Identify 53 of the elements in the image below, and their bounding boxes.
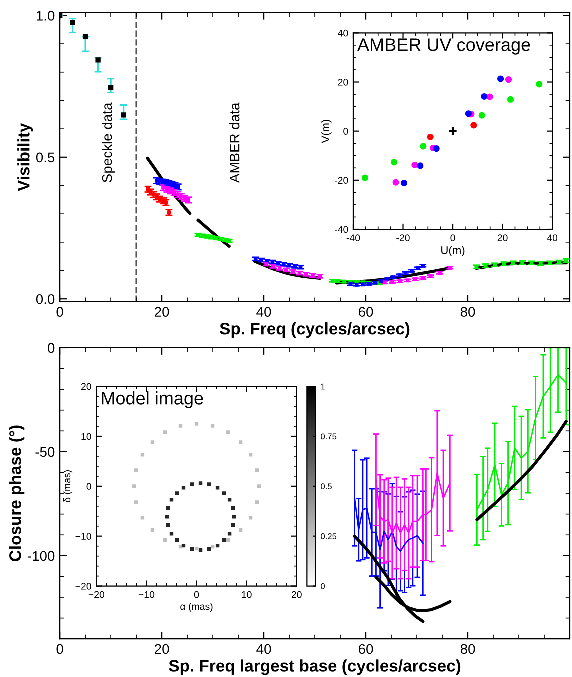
annotation: Speckle data (102, 102, 115, 182)
y-axis-title: Closure phase (°) (9, 426, 25, 562)
color-bar-label: 0.5 (321, 484, 332, 490)
color-bar-label: 0.75 (321, 434, 337, 440)
x-tick-label: −10 (138, 591, 155, 598)
y-tick-label: −10 (76, 533, 92, 540)
x-tick-label: 10 (242, 591, 252, 598)
y-axis-title: δ (mas) (63, 470, 73, 502)
x-tick-label: 20 (155, 307, 170, 318)
y-axis-title: V(m) (321, 120, 332, 144)
color-bar-label: 0 (321, 583, 326, 590)
x-tick-label: 40 (547, 234, 558, 242)
x-tick-label: -20 (396, 234, 410, 242)
x-tick-label: 80 (460, 644, 476, 654)
x-tick-label: 40 (256, 644, 272, 654)
y-tick-label: 0 (344, 128, 348, 135)
y-tick-label: 0 (48, 343, 55, 354)
y-tick-label: 0.0 (36, 294, 55, 304)
y-tick-label: 0.5 (36, 152, 55, 163)
x-tick-label: 20 (498, 234, 508, 242)
x-tick-label: 20 (155, 644, 170, 654)
y-tick-label: 1.0 (36, 11, 55, 21)
x-axis-title: Sp. Freq (cycles/arcsec) (220, 322, 410, 338)
x-tick-label: −20 (88, 591, 105, 598)
x-tick-label: 0 (450, 234, 456, 242)
y-tick-label: 0 (86, 483, 92, 490)
annotation: AMBER data (230, 102, 240, 184)
x-tick-label: 60 (359, 644, 374, 654)
x-tick-label: 0 (56, 307, 64, 318)
x-tick-label: 80 (460, 307, 476, 318)
x-axis-title: U(m) (442, 246, 465, 257)
x-tick-label: 60 (359, 307, 374, 318)
x-tick-label: 40 (256, 307, 272, 318)
y-tick-label: -100 (28, 551, 55, 562)
y-tick-label: -40 (335, 226, 348, 234)
color-bar-label: 0.25 (321, 534, 337, 540)
y-tick-label: −20 (76, 583, 92, 590)
x-tick-label: -40 (346, 234, 360, 242)
y-tick-label: -50 (36, 447, 55, 458)
color-bar-label: 1 (321, 384, 325, 390)
y-tick-label: 40 (338, 30, 348, 37)
x-tick-label: 0 (56, 644, 64, 654)
y-tick-label: 10 (82, 433, 92, 440)
x-axis-title: α (mas) (180, 602, 213, 612)
x-tick-label: 0 (194, 591, 200, 598)
y-tick-label: 20 (338, 78, 348, 86)
y-tick-label: 20 (81, 383, 92, 390)
x-tick-label: 20 (292, 591, 302, 598)
chart-title: AMBER UV coverage (358, 38, 530, 55)
y-axis-title: Visibility (18, 123, 34, 192)
y-tick-label: -20 (335, 177, 348, 184)
x-axis-title: Sp. Freq largest base (cycles/arcsec) (169, 660, 461, 676)
chart-title: Model image (102, 392, 204, 408)
